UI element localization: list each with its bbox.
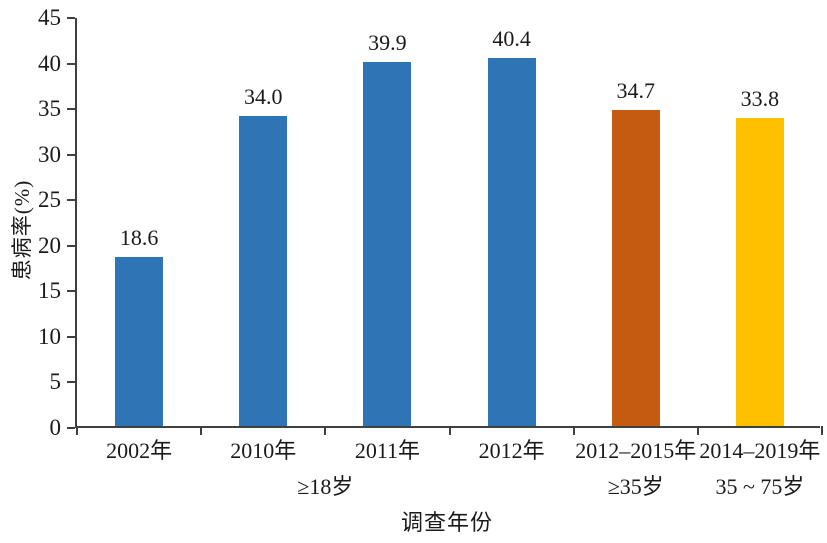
x-axis-title: 调查年份 [400,510,494,535]
y-tick-label: 5 [49,369,62,395]
y-tick-label: 45 [38,5,61,30]
x-category-label: 2011年 [354,438,420,463]
x-category-label: 2010年 [230,438,297,463]
x-tick-mark [76,426,78,435]
bar [611,109,660,426]
y-tick-label: 35 [38,96,61,122]
y-tick-mark [67,335,75,338]
x-tick-mark [696,426,699,435]
x-category-label: 2014–2019年 [699,438,821,463]
group-label: ≥18岁 [297,474,354,499]
y-tick-mark [67,199,75,202]
y-tick-label: 10 [38,323,61,349]
y-tick-label: 0 [49,415,62,440]
y-tick-label: 25 [38,187,61,213]
bar [239,116,288,426]
x-tick-mark [572,426,575,435]
y-tick-mark [67,17,75,19]
bar-value-label: 39.9 [368,30,407,56]
y-tick-label: 30 [38,141,61,167]
bar-value-label: 34.7 [616,77,656,103]
y-tick-mark [67,427,75,429]
x-category-label: 2012–2015年 [575,438,697,463]
bar-value-label: 34.0 [244,84,283,110]
bar [735,118,784,426]
group-label: ≥35岁 [607,474,664,499]
bar-value-label: 18.6 [119,224,159,250]
x-tick-mark [200,426,203,435]
y-tick-mark [67,153,75,156]
x-tick-mark [448,426,451,435]
bar [363,62,412,426]
bar-value-label: 33.8 [740,86,780,112]
x-category-label: 2002年 [106,438,173,463]
bar-value-label: 40.4 [492,25,531,51]
bar [115,256,164,426]
bar [487,57,536,426]
y-tick-label: 15 [38,278,61,304]
y-tick-label: 40 [38,50,61,76]
x-category-label: 2012年 [478,438,545,463]
y-tick-mark [67,381,75,384]
plot-area: 0 5 10 15 20 25 30 35 40 45 18.6 2002年 34.0 2010年 39.9… [38,5,823,499]
y-tick-mark [67,290,75,293]
y-tick-mark [67,108,75,111]
x-tick-mark [324,426,327,435]
y-tick-label: 20 [38,232,61,258]
y-tick-mark [67,62,75,65]
x-tick-mark [821,426,823,435]
group-label: 35 ~ 75岁 [715,474,805,499]
y-tick-mark [67,244,75,247]
